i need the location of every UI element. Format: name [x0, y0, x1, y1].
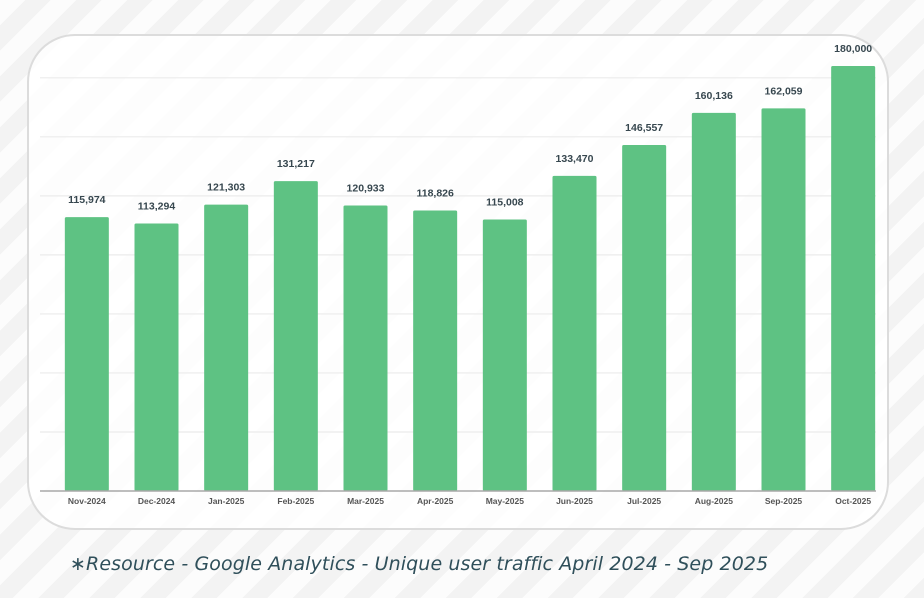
bar-mar-2025	[343, 205, 388, 491]
source-footnote: ∗Resource - Google Analytics - Unique us…	[70, 553, 769, 575]
data-label: 162,059	[765, 85, 803, 97]
bar-nov-2024	[64, 217, 109, 492]
x-tick-label: May-2025	[486, 496, 525, 506]
x-tick-label: Sep-2025	[765, 496, 803, 506]
bar-aug-2025	[691, 112, 736, 491]
bar-dec-2024	[134, 223, 179, 491]
data-label: 133,470	[556, 153, 594, 165]
bar-feb-2025	[273, 181, 318, 492]
data-labels: 115,974 113,294 121,303 131,217 120,933 118,8…	[68, 43, 872, 213]
data-label: 115,974	[68, 194, 106, 206]
x-tick-labels: Nov-2024 Dec-2024 Jan-2025 Feb-2025 Mar-2025…	[68, 496, 871, 506]
data-label: 131,217	[277, 158, 315, 170]
x-tick-label: Oct-2025	[835, 496, 871, 506]
bar-sep-2025	[761, 108, 806, 492]
data-label: 146,557	[625, 122, 663, 134]
bars	[64, 66, 876, 492]
bar-apr-2025	[413, 210, 458, 492]
x-tick-label: Apr-2025	[417, 496, 454, 506]
bar-jul-2025	[622, 144, 667, 491]
x-tick-label: Aug-2025	[695, 496, 734, 506]
data-label: 115,008	[486, 196, 524, 208]
bar-jan-2025	[204, 204, 249, 491]
x-tick-label: Jul-2025	[627, 496, 661, 506]
bar-may-2025	[482, 219, 527, 491]
x-tick-label: Dec-2024	[138, 496, 176, 506]
x-tick-label: Jun-2025	[556, 496, 593, 506]
bar-jun-2025	[552, 175, 597, 492]
gridlines	[40, 77, 876, 433]
data-label: 121,303	[207, 182, 245, 194]
bar-oct-2025	[831, 66, 876, 491]
x-tick-label: Feb-2025	[277, 496, 314, 506]
data-label: 113,294	[138, 201, 176, 213]
x-tick-label: Nov-2024	[68, 496, 106, 506]
x-tick-label: Jan-2025	[208, 496, 245, 506]
x-tick-label: Mar-2025	[347, 496, 384, 506]
data-label: 120,933	[347, 182, 385, 194]
data-label: 180,000	[834, 43, 872, 55]
data-label: 118,826	[416, 187, 454, 199]
data-label: 160,136	[695, 90, 733, 102]
